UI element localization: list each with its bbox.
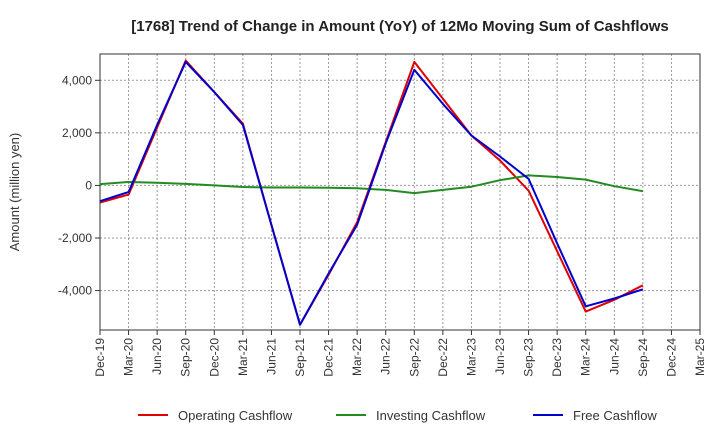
investing-cashflow-line [99,174,644,195]
x-tick-label: Jun-23 [493,338,507,375]
y-tick-label: 4,000 [62,73,92,87]
x-tick-label: Dec-24 [664,338,678,377]
legend: Operating Cashflow Investing Cashflow Free… [138,408,657,423]
x-tick-label: Mar-23 [464,338,478,376]
x-tick-label: Dec-22 [436,338,450,377]
x-tick-label: Sep-21 [293,338,307,377]
x-tick-label: Jun-20 [150,338,164,375]
x-tick-label: Sep-23 [522,338,536,377]
x-tick-label: Mar-25 [693,338,707,376]
free-cashflow-line [99,60,644,326]
legend-label-free-cashflow: Free Cashflow [573,408,657,423]
y-axis-label: Amount (million yen) [7,133,22,252]
y-tick-label: 0 [85,178,92,192]
operating-cashflow-line [99,59,644,326]
x-tick-label: Sep-20 [179,338,193,377]
x-tick-label: Jun-22 [379,338,393,375]
x-tick-label: Mar-21 [236,338,250,376]
x-tick-label: Sep-24 [636,338,650,377]
x-tick-label: Dec-21 [322,338,336,377]
series-lines [99,59,644,326]
legend-label-investing-cashflow: Investing Cashflow [376,408,486,423]
y-tick-label: 2,000 [62,126,92,140]
x-tick-label: Mar-22 [350,338,364,376]
plot-frame [99,53,701,331]
x-tick-label: Jun-24 [607,338,621,375]
x-tick-label: Dec-23 [550,338,564,377]
legend-label-operating-cashflow: Operating Cashflow [178,408,293,423]
x-tick-label: Dec-19 [93,338,107,377]
x-tick-label: Mar-20 [122,338,136,376]
x-tick-label: Mar-24 [579,338,593,376]
x-tick-label: Jun-21 [264,338,278,375]
y-tick-label: -4,000 [58,284,92,298]
grid-lines [99,54,701,330]
x-tick-label: Sep-22 [407,338,421,377]
x-tick-label: Dec-20 [207,338,221,377]
chart-title: [1768] Trend of Change in Amount (YoY) o… [131,18,669,35]
y-tick-label: -2,000 [58,231,92,245]
axis-ticks: 4,000 2,000 0 -2,000 -4,000 Dec-19 Mar-20 Jun-2… [58,73,707,376]
